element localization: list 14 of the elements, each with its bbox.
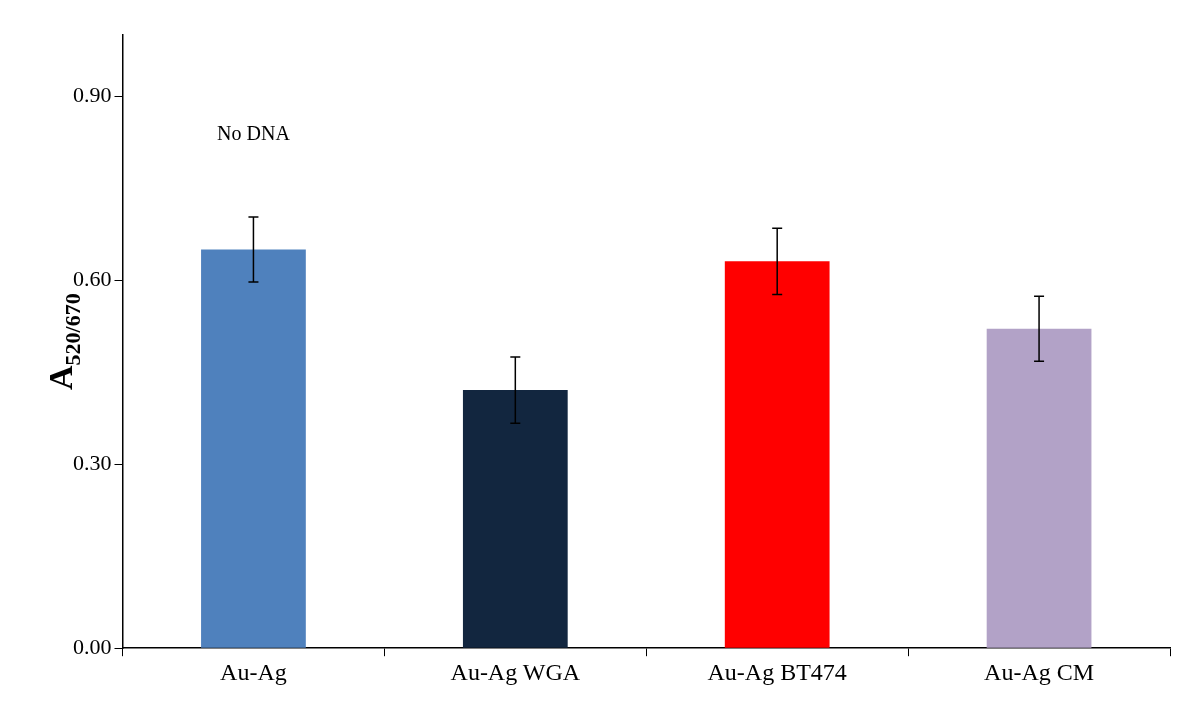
x-tick-label: Au-Ag WGA xyxy=(450,658,581,685)
y-tick-label: 0.30 xyxy=(73,450,112,476)
annotation: No DNA xyxy=(217,122,291,145)
y-axis-title: A520/670 xyxy=(42,293,85,390)
bar xyxy=(201,249,306,648)
bar xyxy=(986,328,1092,648)
y-tick-label: 0.00 xyxy=(73,633,112,659)
bar xyxy=(462,390,568,648)
bar xyxy=(724,261,830,648)
x-tick-label: Au-Ag BT474 xyxy=(707,658,847,685)
x-tick-label: Au-Ag xyxy=(220,658,287,685)
y-tick-label: 0.90 xyxy=(73,82,112,108)
x-tick-label: Au-Ag CM xyxy=(984,658,1095,685)
y-tick-label: 0.60 xyxy=(73,266,112,292)
